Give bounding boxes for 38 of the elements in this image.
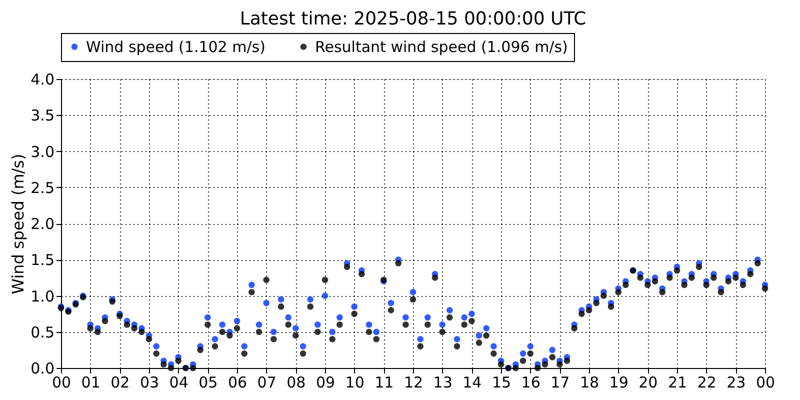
x-tick-label: 16 — [521, 374, 540, 392]
x-tick-label: 20 — [638, 374, 658, 392]
x-tick-label: 04 — [169, 374, 188, 392]
x-tick-label: 09 — [316, 374, 336, 392]
y-tick-label: 0.5 — [30, 323, 54, 342]
x-tick-label: 00 — [52, 374, 72, 392]
x-tick-label: 21 — [668, 374, 688, 392]
y-tick-label: 3.0 — [30, 142, 54, 161]
x-tick-label: 19 — [609, 374, 628, 392]
y-tick-label: 1.5 — [30, 251, 54, 270]
x-tick-label: 11 — [374, 374, 394, 392]
y-tick-label: 1.0 — [30, 287, 54, 306]
y-tick-label: 0.0 — [30, 360, 54, 378]
legend-label: Resultant wind speed (1.096 m/s) — [315, 38, 568, 56]
x-tick-label: 01 — [81, 374, 100, 392]
x-tick-label: 18 — [580, 374, 600, 392]
x-tick-label: 02 — [110, 374, 130, 392]
y-axis-title: Wind speed (m/s) — [8, 154, 28, 294]
x-tick-label: 14 — [462, 374, 482, 392]
x-tick-label: 13 — [433, 374, 452, 392]
x-tick-label: 05 — [198, 374, 218, 392]
x-tick-label: 07 — [257, 374, 276, 392]
y-tick-label: 2.5 — [30, 178, 54, 197]
x-tick-label: 00 — [756, 374, 776, 392]
x-tick-label: 06 — [228, 374, 248, 392]
y-tick-label: 2.0 — [30, 215, 54, 233]
y-tick-label: 4.0 — [30, 70, 54, 88]
x-tick-label: 22 — [697, 374, 716, 392]
x-tick-label: 03 — [140, 374, 160, 392]
x-tick-label: 12 — [404, 374, 424, 392]
x-tick-label: 10 — [345, 374, 364, 392]
y-tick-label: 3.5 — [30, 106, 54, 125]
x-tick-label: 15 — [492, 374, 512, 392]
legend-label: Wind speed (1.102 m/s) — [86, 38, 266, 56]
x-tick-label: 23 — [726, 374, 746, 392]
chart-title: Latest time: 2025-08-15 00:00:00 UTC — [240, 8, 586, 30]
x-tick-label: 17 — [550, 374, 570, 392]
x-tick-label: 08 — [286, 374, 306, 392]
